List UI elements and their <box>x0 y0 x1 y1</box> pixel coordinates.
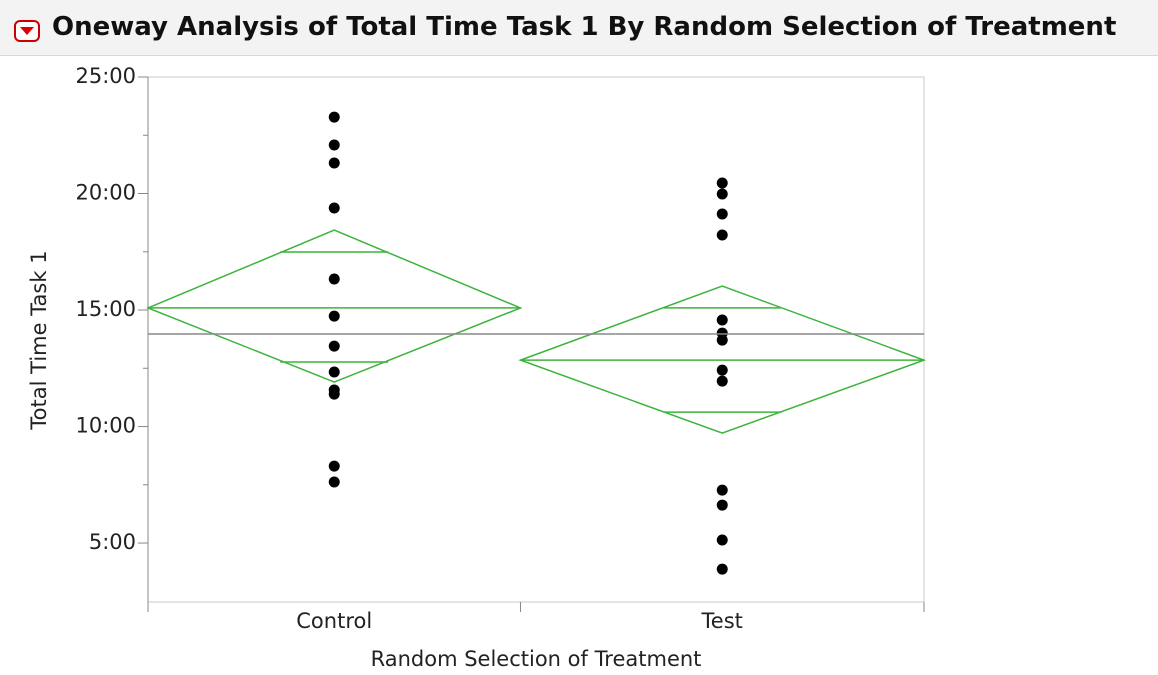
data-point <box>328 310 340 322</box>
x-tick-label: Control <box>296 609 372 633</box>
data-point <box>716 534 728 546</box>
means-diamond <box>146 229 523 383</box>
data-point <box>328 366 340 378</box>
data-point <box>328 157 340 169</box>
data-point <box>716 484 728 496</box>
data-point <box>328 388 340 400</box>
data-point <box>716 364 728 376</box>
data-point <box>716 314 728 326</box>
data-point <box>716 499 728 511</box>
data-point <box>716 375 728 387</box>
data-point <box>328 111 340 123</box>
data-point <box>328 476 340 488</box>
data-point <box>716 563 728 575</box>
data-point <box>328 460 340 472</box>
data-point <box>716 229 728 241</box>
x-tick-label: Test <box>701 609 743 633</box>
header-bar: Oneway Analysis of Total Time Task 1 By … <box>0 0 1158 56</box>
y-axis-label: Total Time Task 1 <box>27 250 51 430</box>
y-tick-label: 15:00 <box>75 297 136 321</box>
y-tick-label: 5:00 <box>89 530 136 554</box>
data-point <box>716 177 728 189</box>
y-tick-label: 20:00 <box>75 181 136 205</box>
x-axis-label: Random Selection of Treatment <box>371 647 702 671</box>
data-point <box>328 139 340 151</box>
data-point <box>328 273 340 285</box>
data-point <box>328 340 340 352</box>
menu-triangle[interactable] <box>14 20 40 42</box>
data-point <box>716 188 728 200</box>
chart-title: Oneway Analysis of Total Time Task 1 By … <box>52 12 1117 42</box>
y-tick-label: 10:00 <box>75 414 136 438</box>
data-point <box>328 202 340 214</box>
data-point <box>716 208 728 220</box>
y-tick-label: 25:00 <box>75 64 136 88</box>
plot-frame <box>147 76 925 603</box>
data-point <box>716 334 728 346</box>
